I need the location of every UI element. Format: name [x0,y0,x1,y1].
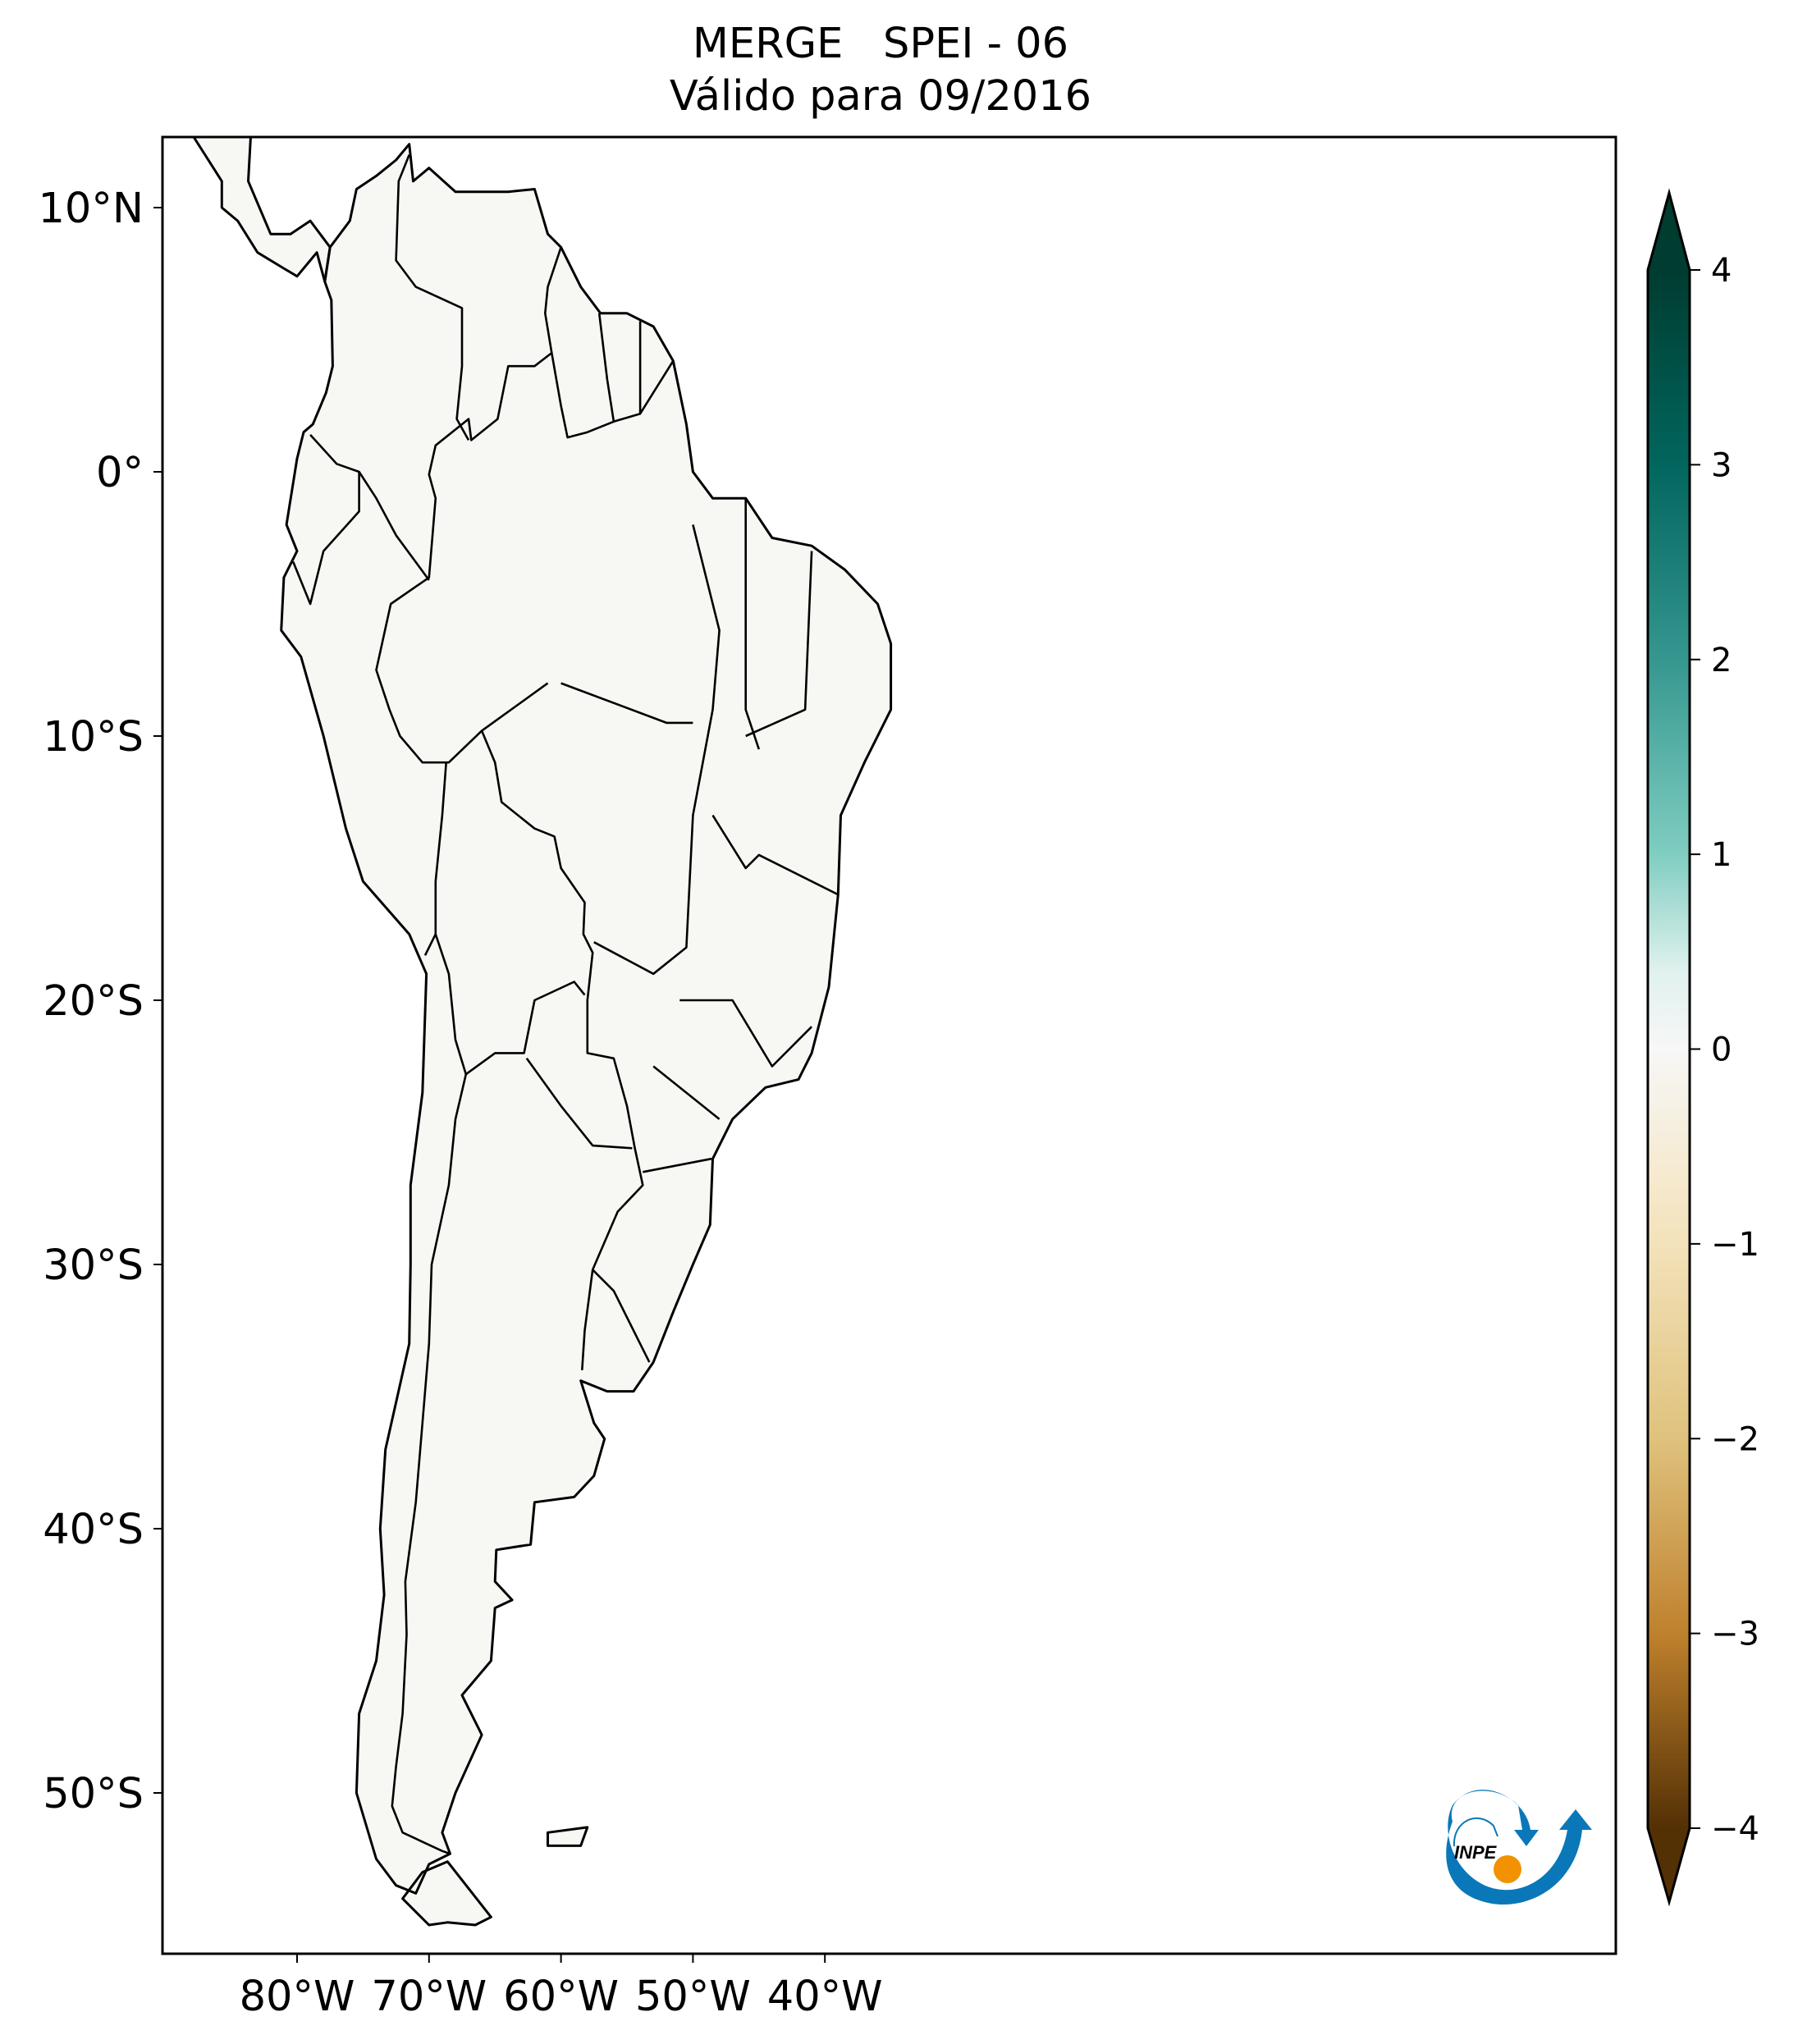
y-tick-label: 0° [96,449,144,497]
colorbar-tick-label: −2 [1711,1420,1759,1458]
country-borders [291,154,839,1855]
inpe-logo: INPE [1446,1790,1592,1905]
colorbar-gradient [1648,270,1690,1828]
border-line [679,999,813,1068]
border-line [593,524,721,976]
x-axis: 80°W 70°W 60°W 50°W 40°W [240,1954,883,2021]
border-line [395,154,470,441]
border-line [581,1269,594,1370]
colorbar-tick-label: 3 [1711,446,1732,484]
coastline-mainland [280,143,893,1895]
chart-subtitle: Válido para 09/2016 [669,72,1092,121]
border-line [481,682,549,732]
logo-sun-icon [1494,1855,1521,1883]
colorbar-tick-label: −3 [1711,1616,1759,1653]
coastline-falklands [547,1826,589,1847]
coastline-central [192,137,332,283]
logo-swirl-icon [1446,1790,1592,1905]
border-line [597,313,615,422]
x-tick-label: 80°W [240,1973,355,2021]
land-fuego [402,1861,492,1925]
x-tick-label: 70°W [371,1973,487,2021]
border-line [309,434,430,581]
map-frame [161,135,1617,1955]
colorbar-tick-label: 0 [1711,1031,1732,1069]
colorbar-tick-label: 4 [1711,252,1732,290]
y-tick-label: 10°N [38,185,144,233]
border-line [711,814,839,896]
colorbar-extend-max [1648,193,1690,270]
border-line [391,1073,468,1855]
border-line [652,1065,721,1120]
land-base [194,137,891,1925]
colorbar-tick-label: 1 [1711,836,1732,874]
y-tick-label: 50°S [43,1770,144,1818]
land-central [194,137,331,282]
colorbar-tick-label: −1 [1711,1226,1759,1264]
logo-text: INPE [1454,1842,1498,1863]
y-tick-label: 40°S [43,1506,144,1554]
x-tick-label: 60°W [503,1973,619,2021]
y-tick-label: 20°S [43,977,144,1026]
coastlines [192,137,893,1927]
border-line [291,472,360,606]
land-mainland [281,144,891,1894]
border-line [745,551,813,738]
border-line [434,934,586,1076]
y-tick-label: 30°S [43,1241,144,1290]
border-line [423,762,447,956]
border-line [375,351,675,1363]
y-axis: 10°N 0° 10°S 20°S 30°S 40°S 50°S [38,185,162,1818]
colorbar: 4 3 2 1 0 −1 −2 −3 −4 [1646,188,1759,1907]
border-line [643,1157,712,1173]
border-line [525,1058,633,1150]
chart-title: MERGE SPEI - 06 [692,20,1069,68]
colorbar-tick-label: 2 [1711,642,1732,679]
colorbar-tick-label: −4 [1711,1810,1759,1848]
coastline-fuego [401,1860,492,1927]
x-tick-label: 40°W [767,1973,883,2021]
x-tick-label: 50°W [635,1973,751,2021]
border-line [543,246,562,354]
y-tick-label: 10°S [43,713,144,761]
colorbar-extend-min [1648,1828,1690,1902]
border-line [744,498,761,750]
border-line [560,682,693,725]
